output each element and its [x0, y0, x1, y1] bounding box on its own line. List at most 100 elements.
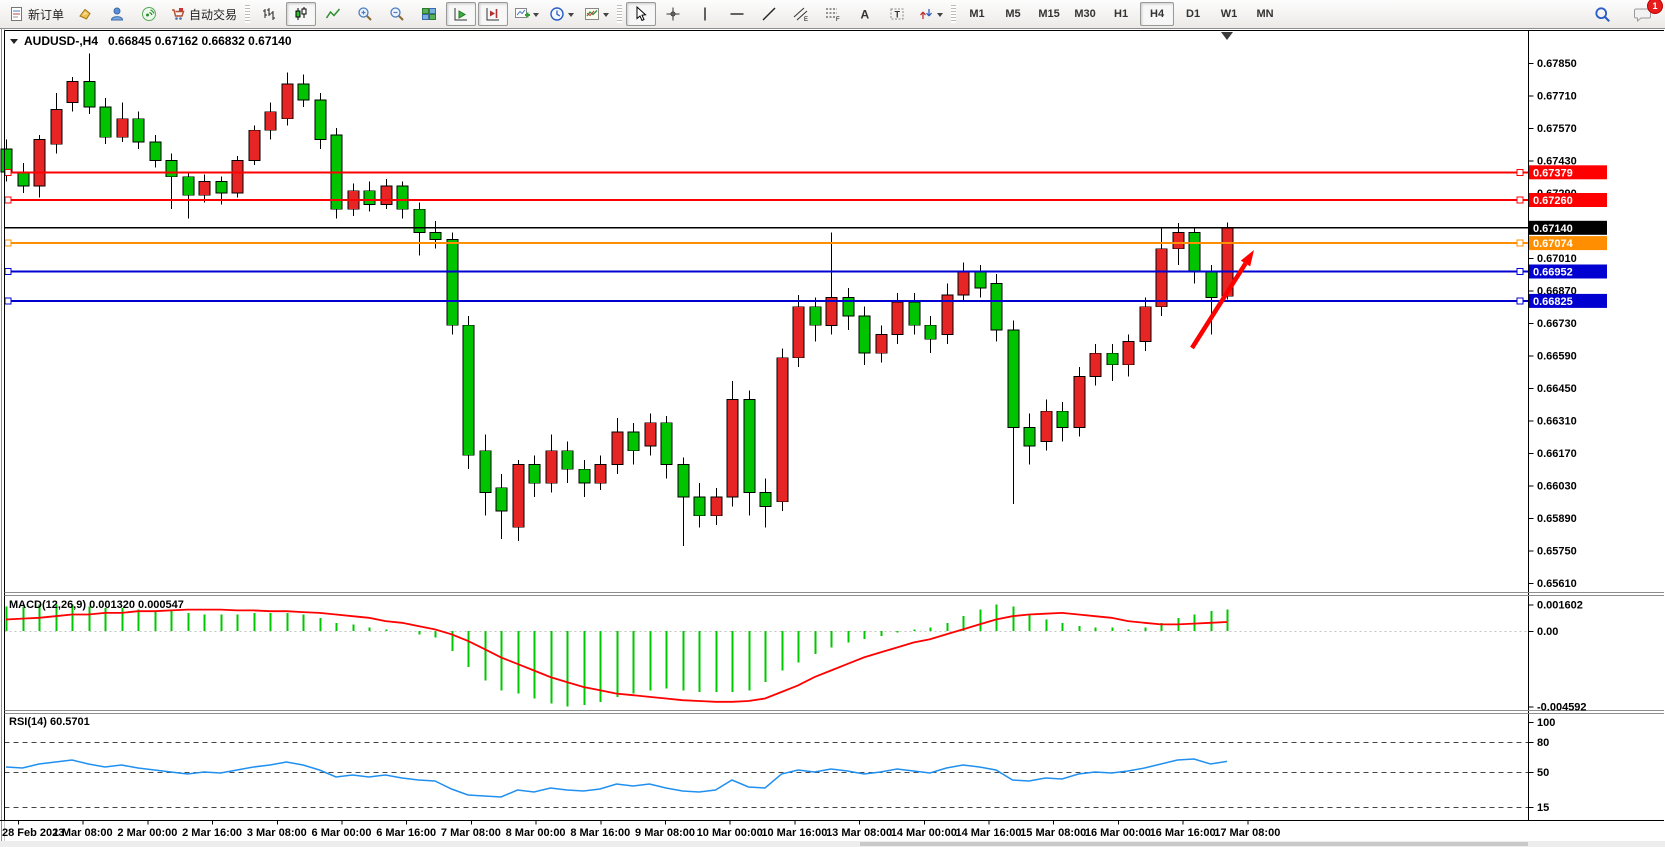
candlestick-chart-button[interactable]: [286, 2, 317, 26]
time-axis-label: 3 Mar 08:00: [247, 827, 307, 839]
candle-body: [726, 399, 739, 498]
candle-body: [578, 468, 591, 484]
timeframe-button-m30[interactable]: M30: [1074, 8, 1096, 20]
line-handle[interactable]: [1516, 196, 1524, 204]
candle-body: [644, 422, 657, 447]
search-icon: [1594, 6, 1610, 22]
macd-axis-label: 0.00: [1537, 626, 1558, 638]
vertical-line-button[interactable]: [690, 2, 720, 26]
timeframe-button-h4[interactable]: H4: [1140, 2, 1175, 26]
line-handle[interactable]: [4, 268, 12, 275]
chart-shift-marker-icon[interactable]: [1221, 32, 1233, 40]
candle-body: [1155, 248, 1168, 308]
candlestick-chart-icon: [295, 7, 307, 20]
market-watch-button[interactable]: [70, 2, 100, 26]
chart-shift-button[interactable]: [478, 2, 509, 26]
text-label-button[interactable]: T: [882, 2, 912, 26]
zoom-in-button[interactable]: [350, 2, 380, 26]
timeframe-button-w1[interactable]: W1: [1220, 8, 1238, 20]
dropdown-caret-icon: [603, 12, 610, 20]
dropdown-caret-icon: [937, 12, 944, 20]
search-button[interactable]: [1587, 2, 1617, 26]
candle-body: [198, 180, 211, 196]
bar-chart-button[interactable]: [254, 2, 284, 26]
line-handle[interactable]: [1516, 168, 1524, 176]
rsi-axis-label: 80: [1537, 737, 1549, 749]
line-handle[interactable]: [1516, 239, 1524, 247]
candle-body: [743, 399, 756, 493]
candle-body: [264, 111, 277, 131]
candle-body: [842, 297, 855, 317]
text-button[interactable]: A: [850, 2, 880, 26]
horizontal-scrollbar-track[interactable]: [0, 841, 1665, 847]
timeframe-button-h1[interactable]: H1: [1114, 8, 1129, 20]
price-axis-label: 0.67710: [1537, 91, 1577, 103]
time-axis-label: 15 Mar 08:00: [1020, 827, 1086, 839]
price-axis-label: 0.66730: [1537, 318, 1577, 330]
candle-body: [83, 81, 96, 108]
periods-button[interactable]: [545, 2, 578, 26]
candle-body: [314, 99, 327, 140]
dropdown-caret-icon: [568, 12, 575, 20]
time-axis-label: 16 Mar 00:00: [1085, 827, 1151, 839]
timeframe-button-m1[interactable]: M1: [969, 8, 985, 20]
candle-body: [1172, 232, 1185, 250]
line-chart-button[interactable]: [318, 2, 348, 26]
price-axis-label: 0.66590: [1537, 351, 1577, 363]
time-axis-label: 6 Mar 16:00: [376, 827, 436, 839]
chart-dropdown-icon[interactable]: [10, 38, 18, 48]
notifications-button[interactable]: 1: [1628, 0, 1663, 26]
price-axis-label: 0.67850: [1537, 58, 1577, 70]
candle-body: [611, 431, 624, 466]
price-axis-label: 0.65750: [1537, 546, 1577, 558]
indicators-button[interactable]: [510, 2, 543, 26]
candle-body: [248, 129, 261, 161]
auto-trading-button[interactable]: 自动交易: [166, 2, 241, 26]
tile-windows-button[interactable]: [414, 2, 444, 26]
candle-body: [1007, 329, 1020, 428]
cursor-button[interactable]: [626, 2, 657, 26]
news-button[interactable]: [134, 2, 164, 26]
fibonacci-button[interactable]: F: [818, 2, 848, 26]
candle-body: [759, 492, 772, 507]
templates-button[interactable]: [580, 2, 613, 26]
line-handle[interactable]: [1516, 268, 1524, 275]
timeframe-button-m5[interactable]: M5: [1005, 8, 1021, 20]
equidistant-channel-button[interactable]: E: [786, 2, 816, 26]
crosshair-button[interactable]: [658, 2, 688, 26]
rsi-axis-label: 100: [1537, 717, 1555, 729]
svg-text:F: F: [836, 17, 840, 22]
line-handle[interactable]: [4, 168, 12, 176]
candle-body: [297, 83, 310, 101]
bar-chart-icon: [263, 8, 276, 20]
rsi-axis-label: 15: [1537, 802, 1549, 814]
auto-scroll-button[interactable]: [446, 2, 477, 26]
line-handle[interactable]: [4, 297, 12, 305]
timeframe-button-mn[interactable]: MN: [1256, 8, 1274, 20]
crosshair-icon: [666, 7, 680, 21]
rsi-axis-label: 50: [1537, 767, 1549, 779]
candle-body: [561, 450, 574, 470]
horizontal-scrollbar-thumb[interactable]: [860, 842, 1528, 846]
zoom-out-button[interactable]: [382, 2, 412, 26]
timeframe-button-m15[interactable]: M15: [1038, 8, 1060, 20]
tile-windows-icon: [422, 8, 437, 20]
arrow-annotation[interactable]: [1190, 250, 1254, 350]
community-button[interactable]: [102, 2, 132, 26]
line-handle[interactable]: [1516, 297, 1524, 305]
line-handle[interactable]: [4, 196, 12, 204]
candle-body: [941, 294, 954, 336]
zoom-out-icon: [390, 7, 404, 21]
candle-body: [809, 306, 822, 326]
candle-body: [512, 464, 525, 528]
new-order-button[interactable]: 新订单: [5, 2, 68, 26]
zoom-in-icon: [358, 7, 372, 21]
candle-body: [710, 496, 723, 517]
line-handle[interactable]: [4, 239, 12, 247]
arrows-button[interactable]: [914, 2, 947, 26]
timeframe-button-d1[interactable]: D1: [1186, 8, 1201, 20]
trendline-button[interactable]: [754, 2, 784, 26]
horizontal-line-button[interactable]: [722, 2, 752, 26]
candle-body: [1056, 410, 1069, 428]
